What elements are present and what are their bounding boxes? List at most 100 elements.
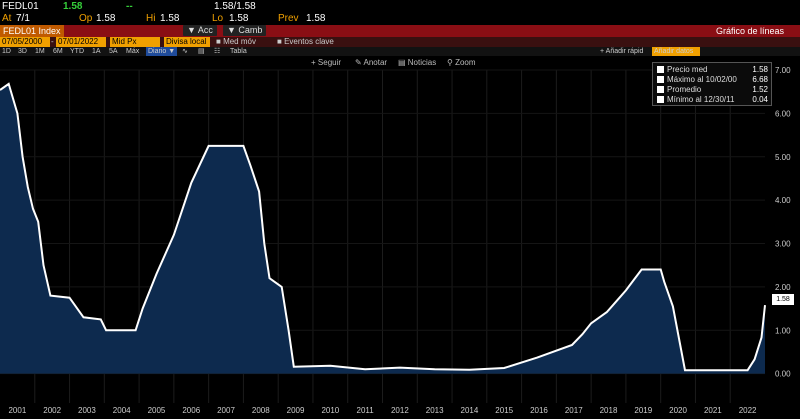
key-events-toggle[interactable]: ■ Eventos clave (277, 37, 334, 47)
settings-row: 07/05/2000 - 07/01/2022 Mid Px Divisa lo… (0, 37, 800, 47)
period-1d[interactable]: 1D (2, 47, 11, 56)
low-value: 1.58 (229, 13, 248, 25)
period-5a[interactable]: 5A (109, 47, 118, 56)
table-icon[interactable]: ☷ (214, 47, 220, 56)
y-tick-label: 1.00 (775, 326, 791, 335)
legend-label: Promedio (667, 85, 747, 94)
period-row: 1D 3D 1M 6M YTD 1A 5A Máx Diario ▼ ∿ ▤ ☷… (0, 47, 800, 56)
x-tick-label: 2013 (426, 406, 444, 415)
period-6m[interactable]: 6M (53, 47, 63, 56)
checkbox-icon: ■ (216, 37, 223, 46)
add-data-input[interactable]: Añadir datos (652, 47, 700, 56)
change-label: Camb (238, 25, 262, 35)
period-1m[interactable]: 1M (35, 47, 45, 56)
y-tick-label: 4.00 (775, 196, 791, 205)
legend-swatch (657, 66, 664, 73)
key-events-label: Eventos clave (284, 37, 334, 46)
news-label: Noticias (408, 58, 436, 67)
frequency-label: Diario (148, 48, 166, 55)
legend-value: 1.58 (752, 65, 768, 74)
legend-label: Mínimo al 12/30/11 (667, 95, 747, 104)
x-tick-label: 2003 (78, 406, 96, 415)
x-tick-label: 2004 (113, 406, 131, 415)
date-separator: - (51, 37, 54, 47)
legend-swatch (657, 96, 664, 103)
ticker-symbol[interactable]: FEDL01 (2, 0, 39, 13)
quick-add-label: Añadir rápid (606, 48, 644, 55)
y-tick-label: 0.00 (775, 370, 791, 379)
line-style-icon[interactable]: ∿ (182, 47, 188, 56)
index-name[interactable]: FEDL01 Index (0, 25, 64, 37)
zoom-icon: ⚲ (447, 58, 455, 67)
y-tick-label: 3.00 (775, 240, 791, 249)
chart-legend[interactable]: Precio med 1.58 Máximo al 10/02/00 6.68 … (652, 62, 772, 106)
candle-icon[interactable]: ▤ (198, 47, 205, 56)
high-value: 1.58 (160, 13, 179, 25)
legend-swatch (657, 86, 664, 93)
legend-label: Precio med (667, 65, 747, 74)
actions-icon: ▼ (187, 25, 198, 35)
price-chart[interactable]: 0.001.002.003.004.005.006.007.00 2001 200… (0, 56, 800, 419)
chevron-down-icon: ▼ (166, 48, 175, 55)
function-bar: FEDL01 Index ▼ Acc ▼ Camb Gráfico de lín… (0, 25, 800, 37)
news-icon: ▤ (398, 58, 408, 67)
at-value: 7/1 (16, 13, 30, 25)
at-label: At (2, 13, 11, 25)
x-tick-label: 2020 (669, 406, 687, 415)
checkbox-icon: ■ (277, 37, 284, 46)
x-tick-label: 2016 (530, 406, 548, 415)
x-tick-label: 2005 (148, 406, 166, 415)
moving-average-toggle[interactable]: ■ Med móv (216, 37, 256, 47)
period-1a[interactable]: 1A (92, 47, 101, 56)
frequency-select[interactable]: Diario ▼ (146, 47, 177, 56)
x-tick-label: 2021 (704, 406, 722, 415)
change-button[interactable]: ▼ Camb (223, 25, 266, 36)
x-tick-label: 2002 (43, 406, 61, 415)
x-tick-label: 2019 (634, 406, 652, 415)
x-tick-label: 2001 (8, 406, 26, 415)
y-tick-label: 2.00 (775, 283, 791, 292)
end-date-field[interactable]: 07/01/2022 (56, 37, 106, 47)
x-tick-label: 2018 (600, 406, 618, 415)
table-label[interactable]: Tabla (230, 47, 247, 56)
price-change: -- (126, 0, 133, 13)
last-value-tag: 1.58 (772, 294, 794, 305)
crosshair-icon: + (311, 58, 318, 67)
quote-row: At 7/1 Op 1.58 Hi 1.58 Lo 1.58 Prev 1.58 (0, 13, 800, 25)
start-date-field[interactable]: 07/05/2000 (0, 37, 50, 47)
y-tick-label: 5.00 (775, 153, 791, 162)
x-tick-label: 2007 (217, 406, 235, 415)
follow-button[interactable]: + Seguir (311, 56, 341, 70)
x-tick-label: 2022 (739, 406, 757, 415)
field-select[interactable]: Mid Px (110, 37, 160, 47)
legend-value: 0.04 (752, 95, 768, 104)
ticker-row: FEDL01 1.58 -- 1.58/1.58 (0, 0, 800, 13)
open-value: 1.58 (96, 13, 115, 25)
open-label: Op (79, 13, 92, 25)
y-tick-label: 6.00 (775, 109, 791, 118)
annotate-button[interactable]: ✎ Anotar (355, 56, 387, 70)
quick-add-button[interactable]: + Añadir rápid (600, 47, 643, 56)
news-button[interactable]: ▤ Noticias (398, 56, 436, 70)
zoom-button[interactable]: ⚲ Zoom (447, 56, 476, 70)
period-3d[interactable]: 3D (18, 47, 27, 56)
x-tick-label: 2010 (321, 406, 339, 415)
x-tick-label: 2011 (357, 406, 375, 415)
chart-type-label[interactable]: Gráfico de líneas (716, 25, 784, 37)
high-label: Hi (146, 13, 155, 25)
period-ytd[interactable]: YTD (70, 47, 84, 56)
currency-select[interactable]: Divisa local (164, 37, 210, 47)
x-tick-label: 2012 (391, 406, 409, 415)
legend-item: Precio med 1.58 (653, 65, 771, 74)
legend-item: Mínimo al 12/30/11 0.04 (653, 95, 771, 104)
actions-button[interactable]: ▼ Acc (183, 25, 217, 36)
period-max[interactable]: Máx (126, 47, 139, 56)
legend-value: 1.52 (752, 85, 768, 94)
actions-label: Acc (198, 25, 213, 35)
legend-label: Máximo al 10/02/00 (667, 75, 747, 84)
x-tick-label: 2015 (495, 406, 513, 415)
x-tick-label: 2009 (287, 406, 305, 415)
last-price: 1.58 (63, 0, 82, 13)
low-label: Lo (212, 13, 223, 25)
legend-swatch (657, 76, 664, 83)
